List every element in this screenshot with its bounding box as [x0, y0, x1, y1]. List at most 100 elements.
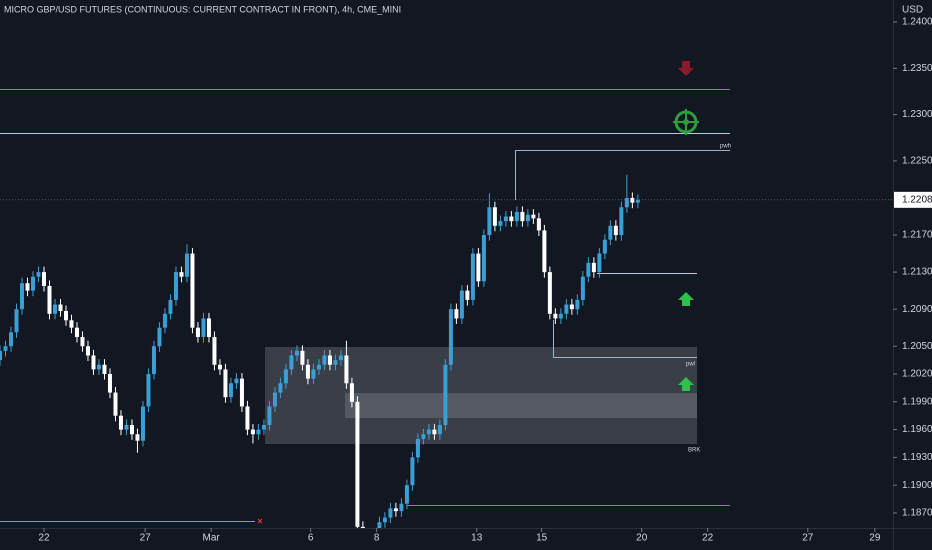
y-tick-label: 1.1960 [902, 424, 932, 435]
candle-body [553, 313, 558, 319]
candle-body [448, 309, 453, 365]
up-arrow [678, 377, 694, 391]
x-tick-label: 6 [308, 533, 314, 544]
zone-band [345, 393, 697, 418]
candle-body [382, 517, 387, 523]
y-tick-label: 1.2020 [902, 369, 932, 380]
candle-body [393, 508, 398, 512]
candle-body [410, 457, 415, 486]
candle-body [597, 253, 602, 273]
candle-body [261, 424, 266, 430]
candle-body [531, 214, 536, 219]
candle-body [118, 415, 123, 430]
x-tick-label: 27 [802, 533, 814, 544]
x-tick-label: 15 [536, 533, 548, 544]
candle-body [602, 239, 607, 254]
last-price-box [894, 191, 932, 208]
candle-body [476, 253, 481, 282]
candle-body [25, 283, 30, 291]
annotation-label: pwl [686, 362, 695, 368]
candle-body [245, 406, 250, 430]
candle-body [459, 290, 464, 319]
up-arrow [678, 292, 694, 306]
candle-body [322, 355, 327, 365]
y-tick-label: 1.1870 [902, 508, 932, 519]
candle-body [91, 355, 96, 370]
candle-body [74, 327, 79, 337]
candle-body [283, 369, 288, 384]
y-tick-label: 1.1930 [902, 452, 932, 463]
candle-body [85, 346, 90, 356]
candle-body [3, 346, 8, 351]
candle-body [569, 304, 574, 310]
y-tick-label: 1.2130 [902, 267, 932, 278]
chart-title: MICRO GBP/USD FUTURES (CONTINUOUS: CURRE… [4, 4, 401, 14]
candle-body [514, 211, 519, 222]
candle-body [580, 276, 585, 300]
candle-body [619, 207, 624, 236]
y-tick-label: 1.2090 [902, 304, 932, 315]
pwl-line [553, 320, 697, 358]
candle-body [195, 327, 200, 337]
candle-body [377, 522, 382, 528]
candle-body [591, 262, 596, 273]
candle-body [536, 218, 541, 231]
y-tick-label: 1.2170 [902, 230, 932, 241]
candle-body [30, 276, 35, 291]
candle-body [498, 221, 503, 226]
candle-body [388, 508, 393, 518]
x-tick-label: 27 [140, 533, 152, 544]
candle-body [415, 438, 420, 458]
candle-body [201, 318, 206, 337]
candle-body [129, 424, 134, 435]
y-tick-label: 1.2250 [902, 156, 932, 167]
candle-body [470, 253, 475, 300]
candle-body [151, 346, 156, 375]
candle-body [0, 350, 2, 361]
candle-body [47, 286, 52, 314]
candle-body [294, 350, 299, 356]
candle-body [256, 429, 261, 435]
candle-body [300, 350, 305, 365]
candle-body [80, 336, 85, 347]
candle-body [432, 429, 437, 435]
candle-body [217, 364, 222, 370]
drawings: pwh pwl BRK [0, 61, 731, 524]
candle-body [140, 406, 145, 441]
x-tick-label: 8 [374, 533, 380, 544]
candle-body [58, 304, 63, 312]
candles [0, 174, 893, 528]
candle-body [272, 392, 277, 407]
candle-body [267, 406, 272, 425]
candle-body [525, 214, 530, 222]
candle-body [492, 207, 497, 226]
candle-body [635, 199, 640, 203]
candle-body [289, 355, 294, 370]
x-tick-label: 22 [38, 533, 50, 544]
candle-body [184, 253, 189, 277]
x-tick-label: 29 [869, 533, 881, 544]
annotation-label: pwh [720, 144, 731, 150]
candle-body [608, 225, 613, 240]
candle-body [542, 230, 547, 273]
candle-body [168, 299, 173, 314]
candle-body [102, 364, 107, 375]
candle-body [234, 378, 239, 384]
candle-body [52, 304, 57, 314]
candle-body [96, 364, 101, 370]
y-tick-label: 1.2300 [902, 109, 932, 120]
candle-body [63, 311, 68, 321]
candle-body [212, 336, 217, 365]
candle-body [14, 309, 19, 333]
candle-body [547, 272, 552, 314]
candle-body [327, 355, 332, 365]
annotation-label: BRK [688, 448, 700, 454]
y-tick-label: 1.2350 [902, 63, 932, 74]
candle-body [355, 401, 360, 527]
candle-body [360, 526, 365, 528]
candle-body [437, 424, 442, 435]
candle-body [311, 369, 316, 379]
candle-body [338, 355, 343, 361]
